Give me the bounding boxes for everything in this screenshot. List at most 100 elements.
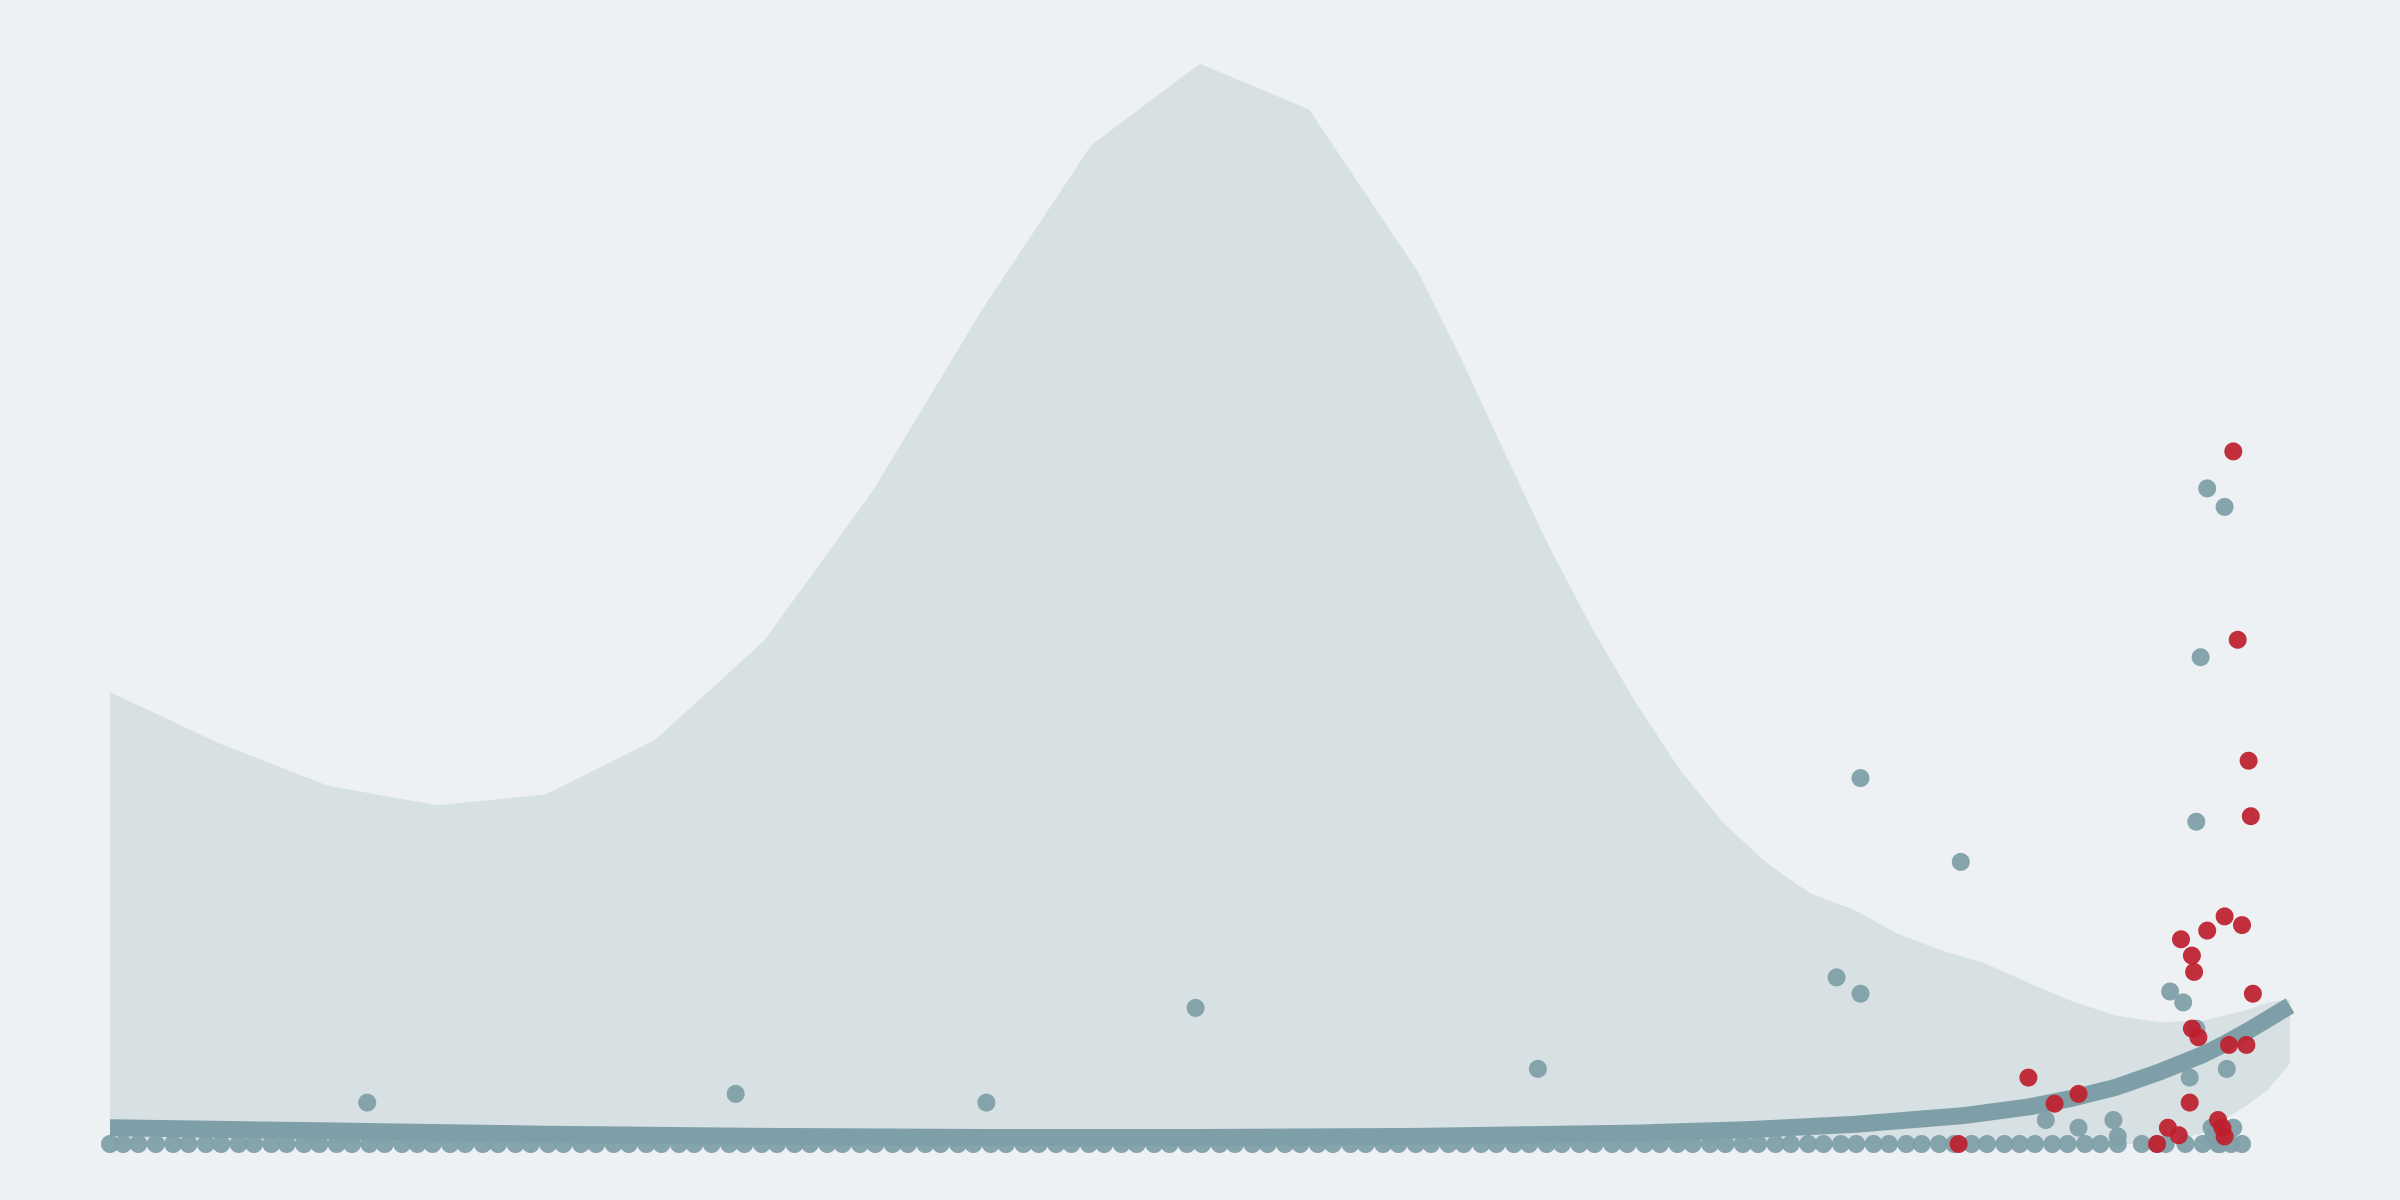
data-point — [1504, 1135, 1523, 1153]
data-point — [1291, 1135, 1310, 1153]
data-point — [1127, 1135, 1146, 1153]
data-point — [898, 1135, 917, 1153]
data-point — [539, 1135, 558, 1153]
data-point — [2228, 630, 2247, 649]
data-point — [2215, 1127, 2234, 1146]
data-point — [670, 1135, 688, 1153]
data-point — [1210, 1135, 1229, 1153]
data-point — [2108, 1127, 2127, 1146]
data-point — [2091, 1135, 2110, 1153]
data-point — [1160, 1135, 1179, 1153]
data-point — [2069, 1118, 2088, 1137]
data-point — [1781, 1135, 1800, 1153]
data-point — [1374, 1135, 1393, 1153]
data-point — [1145, 1135, 1164, 1153]
data-point — [1324, 1135, 1342, 1153]
data-point — [1389, 1135, 1408, 1153]
data-point — [1062, 1135, 1081, 1153]
series-red — [1949, 442, 2262, 1153]
data-point — [473, 1135, 492, 1153]
data-point — [833, 1135, 852, 1153]
data-point — [310, 1135, 329, 1153]
data-point — [2036, 1111, 2055, 1129]
data-point — [360, 1135, 379, 1153]
data-point — [1851, 984, 1870, 1003]
data-point — [735, 1135, 754, 1153]
data-point — [521, 1135, 540, 1153]
data-point — [1454, 1135, 1473, 1153]
data-point — [2243, 984, 2262, 1003]
data-point — [1341, 1135, 1360, 1153]
data-point — [604, 1135, 623, 1153]
data-point — [1701, 1135, 1720, 1153]
data-point — [1651, 1135, 1669, 1153]
data-point — [977, 1093, 996, 1112]
data-point — [2180, 1068, 2199, 1087]
data-point — [637, 1135, 656, 1153]
data-point — [554, 1135, 573, 1153]
data-point — [343, 1135, 361, 1153]
data-point — [2174, 993, 2193, 1012]
data-point — [1472, 1135, 1491, 1153]
data-point — [1949, 1135, 1968, 1153]
data-point — [571, 1135, 590, 1153]
data-point — [818, 1135, 837, 1153]
data-point — [2215, 497, 2234, 516]
data-point — [1716, 1135, 1735, 1153]
data-point — [262, 1135, 281, 1153]
data-point — [1962, 1135, 1981, 1153]
data-point — [2104, 1111, 2123, 1129]
data-point — [981, 1135, 1000, 1153]
data-point — [1193, 1135, 1212, 1153]
data-point — [1487, 1135, 1506, 1153]
data-point — [1552, 1135, 1571, 1153]
data-point — [1930, 1135, 1948, 1153]
data-point — [752, 1135, 771, 1153]
data-point — [2025, 1135, 2044, 1153]
data-point — [916, 1135, 935, 1153]
data-point — [1014, 1135, 1033, 1153]
data-point — [1308, 1135, 1327, 1153]
data-point — [964, 1135, 983, 1153]
data-point — [1095, 1135, 1114, 1153]
data-point — [1079, 1135, 1098, 1153]
data-point — [1749, 1135, 1768, 1153]
data-point — [2161, 982, 2180, 1001]
data-point — [2148, 1135, 2166, 1153]
data-point — [101, 1135, 119, 1153]
data-point — [2182, 946, 2201, 965]
data-point — [1276, 1135, 1294, 1153]
data-point — [2191, 648, 2210, 667]
data-point — [456, 1135, 475, 1153]
data-point — [2010, 1135, 2029, 1153]
data-point — [2019, 1068, 2038, 1087]
data-point — [129, 1135, 148, 1153]
data-point — [1177, 1135, 1196, 1153]
data-point — [441, 1135, 460, 1153]
data-point — [1528, 1059, 1547, 1078]
data-point — [1603, 1135, 1621, 1153]
data-point — [244, 1135, 263, 1153]
data-point — [2132, 1135, 2151, 1153]
data-point — [866, 1135, 885, 1153]
data-point — [358, 1093, 377, 1112]
data-point — [179, 1135, 198, 1153]
data-point — [2233, 916, 2251, 935]
data-point — [2237, 1035, 2256, 1054]
data-point — [1186, 998, 1205, 1017]
data-point — [1618, 1135, 1637, 1153]
data-point — [164, 1135, 183, 1153]
data-point — [114, 1135, 133, 1153]
data-point — [1912, 1135, 1931, 1153]
data-point — [1847, 1135, 1866, 1153]
data-point — [1047, 1135, 1066, 1153]
data-point — [785, 1135, 804, 1153]
data-point — [1439, 1135, 1458, 1153]
data-point — [2241, 807, 2260, 826]
data-point — [2189, 1028, 2208, 1047]
data-point — [196, 1135, 215, 1153]
data-point — [800, 1135, 819, 1153]
data-point — [1243, 1135, 1262, 1153]
data-point — [1570, 1135, 1589, 1153]
